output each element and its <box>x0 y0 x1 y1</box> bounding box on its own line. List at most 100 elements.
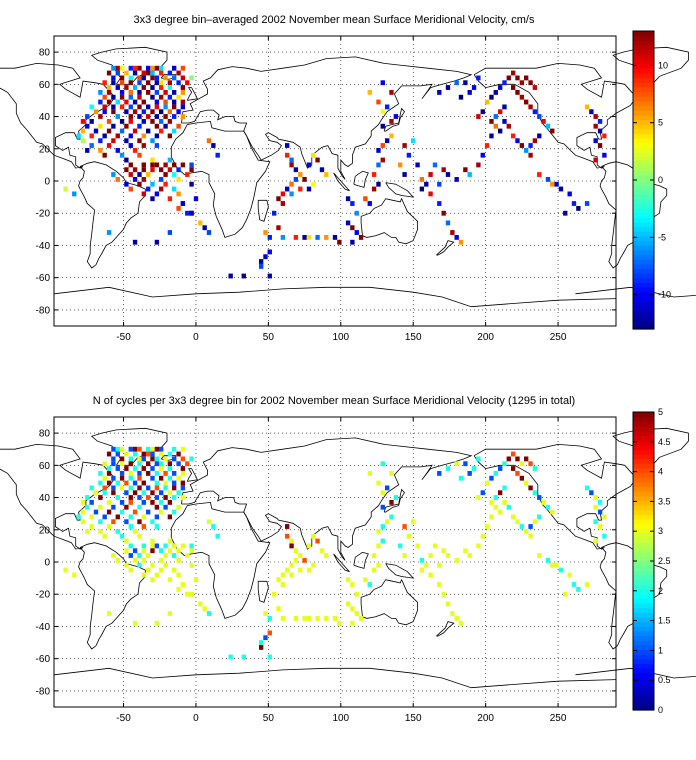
data-cell <box>489 514 494 520</box>
data-cell <box>537 514 542 520</box>
colorbar-segment <box>633 142 654 149</box>
data-cell <box>293 235 299 240</box>
data-cell <box>267 654 272 660</box>
data-cell <box>111 553 116 558</box>
data-cell <box>550 181 555 187</box>
data-cell <box>89 119 94 124</box>
data-cell <box>128 485 133 491</box>
data-cell <box>445 220 451 226</box>
y-tick-label: 0 <box>44 558 50 569</box>
data-cell <box>367 471 372 476</box>
coastline <box>353 170 369 188</box>
data-cell <box>411 138 416 144</box>
data-cell <box>89 500 94 505</box>
data-cell <box>345 196 351 202</box>
colorbar-segment <box>633 495 654 502</box>
data-cell <box>524 480 529 486</box>
data-cell <box>106 70 112 76</box>
data-cell <box>167 548 173 554</box>
data-cell <box>315 157 320 163</box>
data-cell <box>132 480 138 486</box>
data-cell <box>176 206 181 211</box>
data-cell <box>189 162 194 168</box>
data-cell <box>541 500 546 505</box>
data-cell <box>128 172 133 177</box>
colorbar-segment <box>633 193 654 200</box>
colorbar-segment <box>633 556 654 562</box>
data-cell <box>150 490 155 496</box>
data-cell <box>111 123 116 129</box>
data-cell <box>298 186 303 192</box>
data-cell <box>132 85 138 90</box>
data-cell <box>597 128 603 134</box>
data-cell <box>128 553 133 558</box>
data-cell <box>389 133 394 139</box>
data-cell <box>167 80 173 86</box>
data-cell <box>172 567 177 573</box>
data-cell <box>419 177 425 182</box>
coastline <box>360 197 419 245</box>
data-cell <box>454 177 459 182</box>
data-cell <box>272 210 277 216</box>
colorbar-segment <box>633 310 654 316</box>
data-cell <box>393 495 399 500</box>
data-cell <box>159 167 164 173</box>
data-cell <box>524 529 529 534</box>
data-cell <box>511 85 516 90</box>
data-cell <box>111 485 116 491</box>
data-cell <box>159 451 164 457</box>
data-cell <box>267 616 272 621</box>
data-cell <box>119 485 125 491</box>
data-cell <box>259 259 264 264</box>
coastline <box>473 443 637 550</box>
data-cell <box>189 75 194 81</box>
data-cell <box>211 143 216 148</box>
colorbar-segment <box>633 691 654 697</box>
data-cell <box>132 167 138 173</box>
data-cell <box>285 533 290 539</box>
data-cell <box>437 201 442 206</box>
data-cell <box>493 114 498 119</box>
data-cell <box>163 75 168 81</box>
data-cell <box>102 533 107 539</box>
colorbar-segment <box>633 602 654 609</box>
data-cell <box>85 148 90 153</box>
data-cell <box>154 504 160 510</box>
data-cell <box>380 109 385 115</box>
colorbar-tick-label: 5 <box>658 118 663 128</box>
data-cell <box>124 85 129 90</box>
coastline <box>333 553 350 573</box>
y-tick-label: 80 <box>39 48 51 59</box>
colorbar-segment <box>633 40 654 46</box>
data-cell <box>493 495 498 500</box>
colorbar-segment <box>633 273 654 279</box>
data-cell <box>498 466 503 471</box>
data-cell <box>111 461 116 467</box>
data-cell <box>132 99 138 105</box>
data-cell <box>515 90 520 95</box>
data-cell <box>380 524 385 529</box>
coastline <box>385 563 415 579</box>
data-cell <box>376 543 381 549</box>
coastline <box>257 580 269 603</box>
data-cell <box>215 533 220 539</box>
data-cell <box>228 654 233 660</box>
data-cell <box>406 152 412 158</box>
data-cell <box>315 616 320 621</box>
data-cell <box>167 133 173 139</box>
colorbar-segment <box>633 105 654 111</box>
data-cell <box>198 220 203 226</box>
colorbar-segment <box>633 119 654 125</box>
data-cell <box>111 490 116 496</box>
colorbar-segment <box>633 588 654 595</box>
data-cell <box>389 90 394 95</box>
colorbar-segment <box>633 114 654 121</box>
data-cell <box>137 562 142 568</box>
y-tick-label: 40 <box>39 493 51 504</box>
data-cell <box>189 543 194 549</box>
data-cell <box>98 99 103 105</box>
data-cell <box>163 495 168 500</box>
data-cell <box>263 254 268 260</box>
data-cell <box>141 162 146 168</box>
data-cell <box>172 480 177 486</box>
